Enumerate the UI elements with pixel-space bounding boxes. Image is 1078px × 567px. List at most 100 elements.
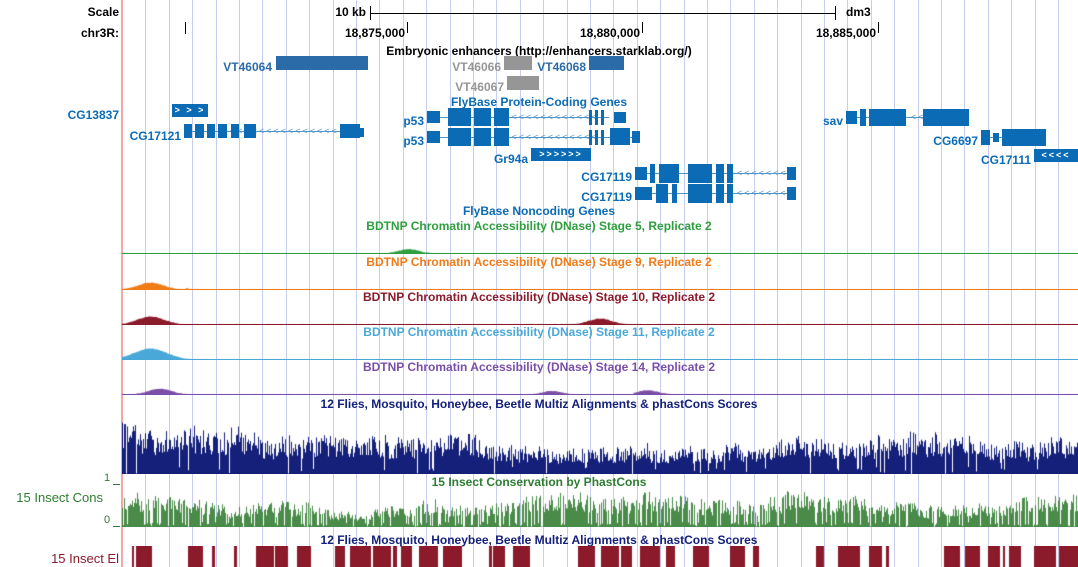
gene-strand-box-gr94a[interactable]: >>>>>> — [531, 148, 591, 161]
signal-track-dnase-s14[interactable] — [122, 375, 1078, 395]
exon-cg17119-u7[interactable] — [787, 167, 796, 180]
feature-label-vt46067[interactable]: VT46067 — [455, 80, 504, 94]
exon-p53-upper-3[interactable] — [474, 108, 491, 126]
feature-label-cg6697[interactable]: CG6697 — [933, 134, 978, 148]
exon-cg17119-l3[interactable] — [672, 184, 677, 203]
feature-label-cg17121[interactable]: CG17121 — [129, 129, 181, 143]
exon-cg17121-1[interactable] — [184, 124, 192, 138]
baseline-dnase-s11 — [122, 359, 1078, 360]
exon-p53-lower-1[interactable] — [427, 131, 440, 143]
exon-sav-1[interactable] — [846, 111, 857, 124]
feature-label-cg17119-lower[interactable]: CG17119 — [581, 190, 632, 204]
exon-cg17119-l2[interactable] — [656, 184, 668, 203]
chrom-label: chr3R: — [80, 26, 119, 40]
gene-strand-box-cg17121-upper[interactable]: > > > — [172, 104, 208, 117]
exon-p53-upper-1[interactable] — [427, 111, 440, 123]
exon-p53-upper-7[interactable] — [601, 110, 604, 125]
exon-p53-lower-2[interactable] — [448, 128, 471, 146]
feature-label-cg17119-upper[interactable]: CG17119 — [581, 170, 632, 184]
exon-cg17119-l1[interactable] — [635, 187, 652, 200]
coord-tick-1 — [642, 22, 643, 33]
enhancer-block-vt46068[interactable] — [589, 56, 624, 70]
intron-line-cg17119-upper — [635, 173, 796, 174]
track-title-flybase-noncoding: FlyBase Noncoding Genes — [462, 204, 616, 218]
exon-cg17119-u4[interactable] — [688, 164, 712, 183]
exon-cg17119-u5[interactable] — [716, 164, 724, 183]
strand-arrows-p53-upper: <<<<<<<<<<<<<< — [497, 112, 599, 122]
gene-strand-box-cg17111[interactable]: <<<< — [1034, 149, 1078, 162]
exon-cg17121-6[interactable] — [244, 124, 256, 138]
exon-cg6697-1[interactable] — [981, 130, 990, 145]
coord-tick-2 — [878, 22, 879, 33]
baseline-dnase-s14 — [122, 394, 1078, 395]
exon-p53-lower-6[interactable] — [595, 130, 598, 145]
exon-p53-lower-3[interactable] — [474, 128, 491, 146]
scale-bar-line — [370, 13, 835, 14]
intron-line-cg17119-lower — [635, 193, 796, 194]
exon-cg17119-l4[interactable] — [688, 184, 712, 203]
signal-track-elements[interactable] — [122, 546, 1078, 567]
intron-line-sav — [846, 117, 969, 118]
exon-cg17121-3[interactable] — [207, 124, 215, 138]
exon-cg6697-3[interactable] — [1002, 129, 1046, 146]
feature-label-sav[interactable]: sav — [822, 114, 843, 128]
feature-label-cg13837[interactable]: CG13837 — [67, 108, 119, 122]
feature-label-p53-lower[interactable]: p53 — [403, 134, 424, 148]
signal-track-dnase-s9[interactable] — [122, 270, 1078, 290]
feature-label-p53-upper[interactable]: p53 — [403, 114, 424, 128]
signal-track-dnase-s11[interactable] — [122, 340, 1078, 360]
signal-track-dnase-s5[interactable] — [122, 234, 1078, 254]
baseline-dnase-s5 — [122, 253, 1078, 254]
exon-cg17119-l5[interactable] — [716, 184, 724, 203]
feature-label-vt46066[interactable]: VT46066 — [452, 60, 501, 74]
exon-p53-lower-5[interactable] — [589, 130, 592, 145]
signal-track-phastcons[interactable] — [122, 484, 1078, 527]
exon-sav-3[interactable] — [869, 109, 906, 126]
feature-label-vt46068[interactable]: VT46068 — [537, 60, 586, 74]
side-label-elements: 15 Insect El — [51, 551, 119, 566]
exon-cg6697-2[interactable] — [993, 133, 999, 142]
strand-arrows-cg17119-lower: <<<<<<<< — [737, 188, 796, 198]
exon-sav-4[interactable] — [923, 109, 969, 126]
exon-p53-upper-8[interactable] — [614, 112, 626, 123]
enhancer-block-vt46064[interactable] — [276, 56, 368, 70]
exon-p53-upper-4[interactable] — [494, 108, 509, 126]
scale-label: Scale — [87, 5, 119, 19]
track-title-dnase-s14: BDTNP Chromatin Accessibility (DNase) St… — [362, 360, 716, 374]
exon-cg17121-4[interactable] — [218, 124, 227, 138]
exon-cg17121-2[interactable] — [195, 124, 204, 138]
exon-cg17119-u1[interactable] — [635, 167, 647, 180]
track-title-multiz-bottom: 12 Flies, Mosquito, Honeybee, Beetle Mul… — [320, 533, 758, 547]
track-title-enhancers: Embryonic enhancers (http://enhancers.st… — [386, 44, 692, 58]
exon-cg17121-8[interactable] — [347, 128, 364, 137]
exon-cg17119-u6[interactable] — [727, 164, 733, 183]
scale-bar-text: 10 kb — [335, 5, 366, 19]
axis-dash-top-phastcons — [113, 484, 120, 485]
exon-p53-lower-8[interactable] — [610, 128, 630, 145]
signal-track-multiz-top[interactable] — [122, 412, 1078, 474]
scale-bar-tick-left — [370, 6, 371, 20]
enhancer-block-vt46066[interactable] — [504, 56, 532, 70]
coord-tick-label-1: 18,880,000 — [579, 26, 640, 40]
axis-dash-bottom-phastcons — [113, 526, 120, 527]
signal-track-dnase-s10[interactable] — [122, 305, 1078, 325]
exon-p53-lower-9[interactable] — [632, 131, 640, 143]
baseline-dnase-s9 — [122, 289, 1078, 290]
feature-label-cg17111[interactable]: CG17111 — [980, 153, 1031, 167]
exon-cg17119-u3[interactable] — [659, 164, 679, 183]
exon-p53-lower-4[interactable] — [494, 128, 509, 146]
scale-bar-tick-right — [835, 6, 836, 20]
exon-p53-upper-5[interactable] — [589, 110, 592, 125]
exon-cg17119-l7[interactable] — [787, 187, 796, 200]
exon-p53-upper-2[interactable] — [448, 108, 471, 126]
exon-p53-lower-7[interactable] — [601, 130, 604, 145]
exon-cg17119-u2[interactable] — [650, 164, 655, 183]
feature-label-gr94a[interactable]: Gr94a — [493, 152, 528, 166]
exon-cg17119-l6[interactable] — [727, 184, 733, 203]
exon-sav-2[interactable] — [860, 109, 866, 126]
exon-p53-upper-6[interactable] — [595, 110, 598, 125]
enhancer-block-vt46067[interactable] — [507, 76, 539, 90]
exon-cg17121-5[interactable] — [231, 124, 239, 138]
feature-label-vt46064[interactable]: VT46064 — [223, 60, 272, 74]
